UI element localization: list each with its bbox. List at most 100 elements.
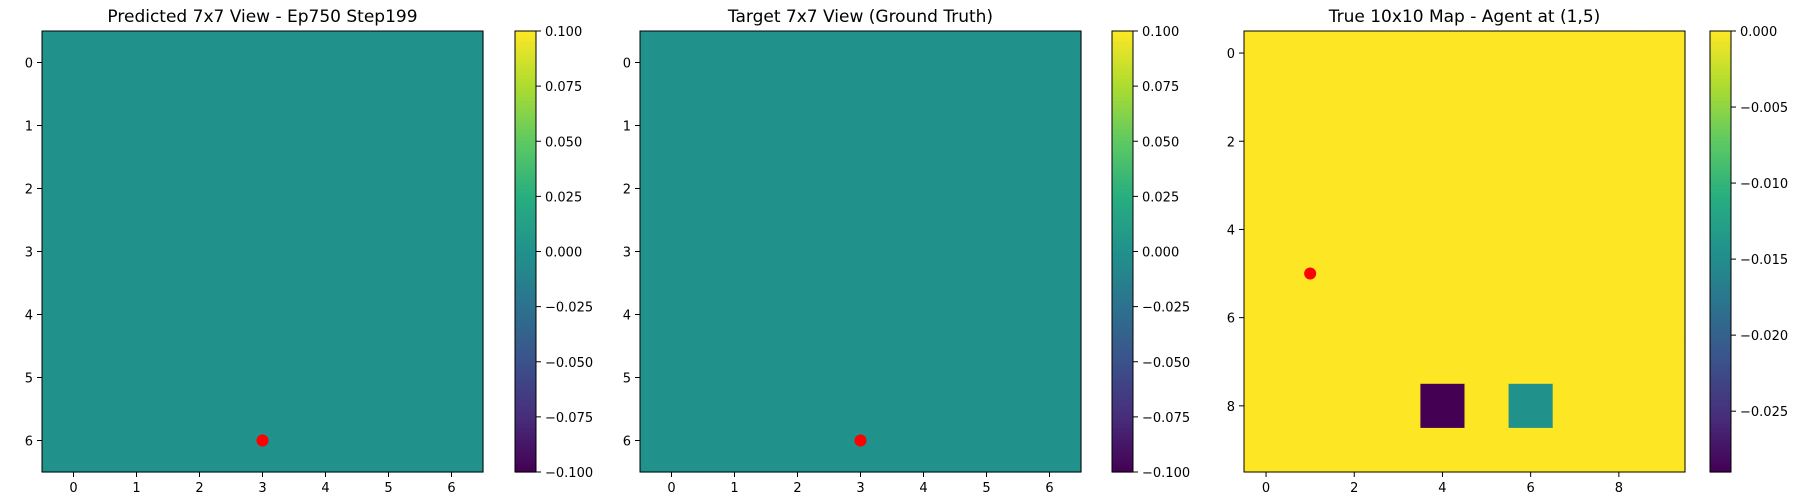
colorbar-segment — [1112, 185, 1133, 190]
colorbar-segment — [1112, 82, 1133, 87]
colorbar-tick-label: 0.075 — [1142, 80, 1179, 95]
colorbar-tick-label: −0.100 — [545, 466, 593, 481]
colorbar-segment — [1710, 240, 1731, 245]
colorbar-segment — [1710, 126, 1731, 131]
colorbar-segment — [1112, 442, 1133, 447]
colorbar-segment — [1710, 280, 1731, 286]
heatmap-cell — [357, 220, 421, 284]
colorbar-segment — [1112, 170, 1133, 175]
heatmap-cell — [955, 346, 1019, 410]
heatmap-cell — [1640, 207, 1686, 253]
colorbar-segment — [1710, 122, 1731, 128]
heatmap-cell — [1508, 163, 1554, 208]
colorbar-segment — [1710, 453, 1731, 458]
heatmap-cell — [1508, 207, 1554, 253]
colorbar-segment — [1112, 391, 1133, 396]
colorbar-segment — [515, 449, 536, 455]
y-tick-label: 1 — [25, 120, 33, 135]
heatmap-cell — [640, 283, 704, 347]
heatmap-cell — [1464, 251, 1510, 297]
colorbar-segment — [515, 405, 536, 411]
colorbar-segment — [1112, 86, 1133, 91]
colorbar-segment — [1710, 78, 1731, 84]
colorbar-segment — [1710, 31, 1731, 36]
colorbar-segment — [515, 166, 536, 172]
colorbar-segment — [515, 387, 536, 392]
colorbar-segment — [1710, 457, 1731, 462]
colorbar-segment — [515, 380, 536, 385]
colorbar-segment — [515, 115, 536, 120]
heatmap-cell — [420, 31, 484, 95]
colorbar-segment — [1112, 302, 1133, 308]
colorbar-segment — [1710, 111, 1731, 117]
colorbar-segment — [1112, 310, 1133, 315]
heatmap-cell — [1552, 119, 1598, 164]
colorbar-segment — [1710, 225, 1731, 231]
colorbar-segment — [1112, 405, 1133, 411]
colorbar-segment — [1710, 86, 1731, 91]
colorbar-segment — [515, 181, 536, 186]
heatmap-cell — [1464, 383, 1510, 429]
heatmap-cell — [105, 157, 169, 221]
colorbar-tick-label: −0.075 — [1142, 411, 1190, 426]
heatmap-cell — [1332, 295, 1377, 341]
heatmap-cell — [1640, 75, 1686, 120]
colorbar-segment — [515, 424, 536, 429]
heatmap-cell — [703, 283, 767, 347]
colorbar-segment — [1112, 427, 1133, 433]
heatmap-cell — [1552, 295, 1598, 341]
heatmap-cell — [42, 157, 106, 221]
heatmap-cell — [1464, 119, 1510, 164]
colorbar-segment — [1112, 159, 1133, 164]
heatmap-cell — [1376, 75, 1421, 120]
x-tick-label: 4 — [321, 481, 329, 496]
colorbar-segment — [515, 185, 536, 190]
heatmap-cell — [1508, 119, 1554, 164]
heatmap-cell — [1508, 75, 1554, 120]
colorbar-segment — [1112, 53, 1133, 58]
agent-marker — [1304, 267, 1317, 280]
y-tick-label: 8 — [1227, 400, 1235, 415]
heatmap-cell — [1420, 251, 1466, 297]
heatmap-cell — [357, 409, 421, 473]
heatmap-cell — [1596, 251, 1642, 297]
colorbar-segment — [1112, 93, 1133, 98]
colorbar-segment — [1112, 163, 1133, 168]
colorbar-segment — [515, 365, 536, 370]
colorbar-segment — [1112, 133, 1133, 139]
y-tick-label: 1 — [623, 120, 631, 135]
heatmap-cell — [1376, 207, 1421, 253]
colorbar-segment — [1112, 148, 1133, 153]
colorbar-segment — [515, 369, 536, 374]
heatmap-cell — [1288, 383, 1333, 429]
heatmap-cell — [640, 94, 704, 158]
colorbar-segment — [1710, 464, 1731, 469]
colorbar-segment — [1710, 170, 1731, 175]
colorbar-segment — [1710, 295, 1731, 300]
heatmap-cell — [294, 31, 358, 95]
colorbar-segment — [515, 170, 536, 175]
colorbar-segment — [1710, 178, 1731, 183]
heatmap-cell — [1288, 119, 1333, 164]
heatmap-cell — [1552, 207, 1598, 253]
heatmap-cell — [640, 157, 704, 221]
colorbar-segment — [1710, 247, 1731, 253]
colorbar-segment — [1710, 119, 1731, 124]
colorbar-segment — [515, 152, 536, 157]
colorbar-segment — [1112, 255, 1133, 260]
colorbar-segment — [1710, 144, 1731, 150]
colorbar-segment — [1112, 155, 1133, 161]
heatmap-cell — [294, 283, 358, 347]
y-tick-label: 2 — [1227, 135, 1235, 150]
colorbar-segment — [1710, 233, 1731, 238]
colorbar-segment — [1710, 380, 1731, 385]
colorbar-segment — [515, 45, 536, 50]
y-tick-label: 3 — [623, 246, 631, 261]
colorbar-segment — [515, 295, 536, 300]
heatmap-cell — [1244, 163, 1289, 208]
colorbar-segment — [1112, 240, 1133, 245]
colorbar-segment — [1710, 38, 1731, 43]
colorbar-segment — [1710, 321, 1731, 326]
colorbar-segment — [1112, 446, 1133, 451]
colorbar-segment — [1112, 416, 1133, 422]
